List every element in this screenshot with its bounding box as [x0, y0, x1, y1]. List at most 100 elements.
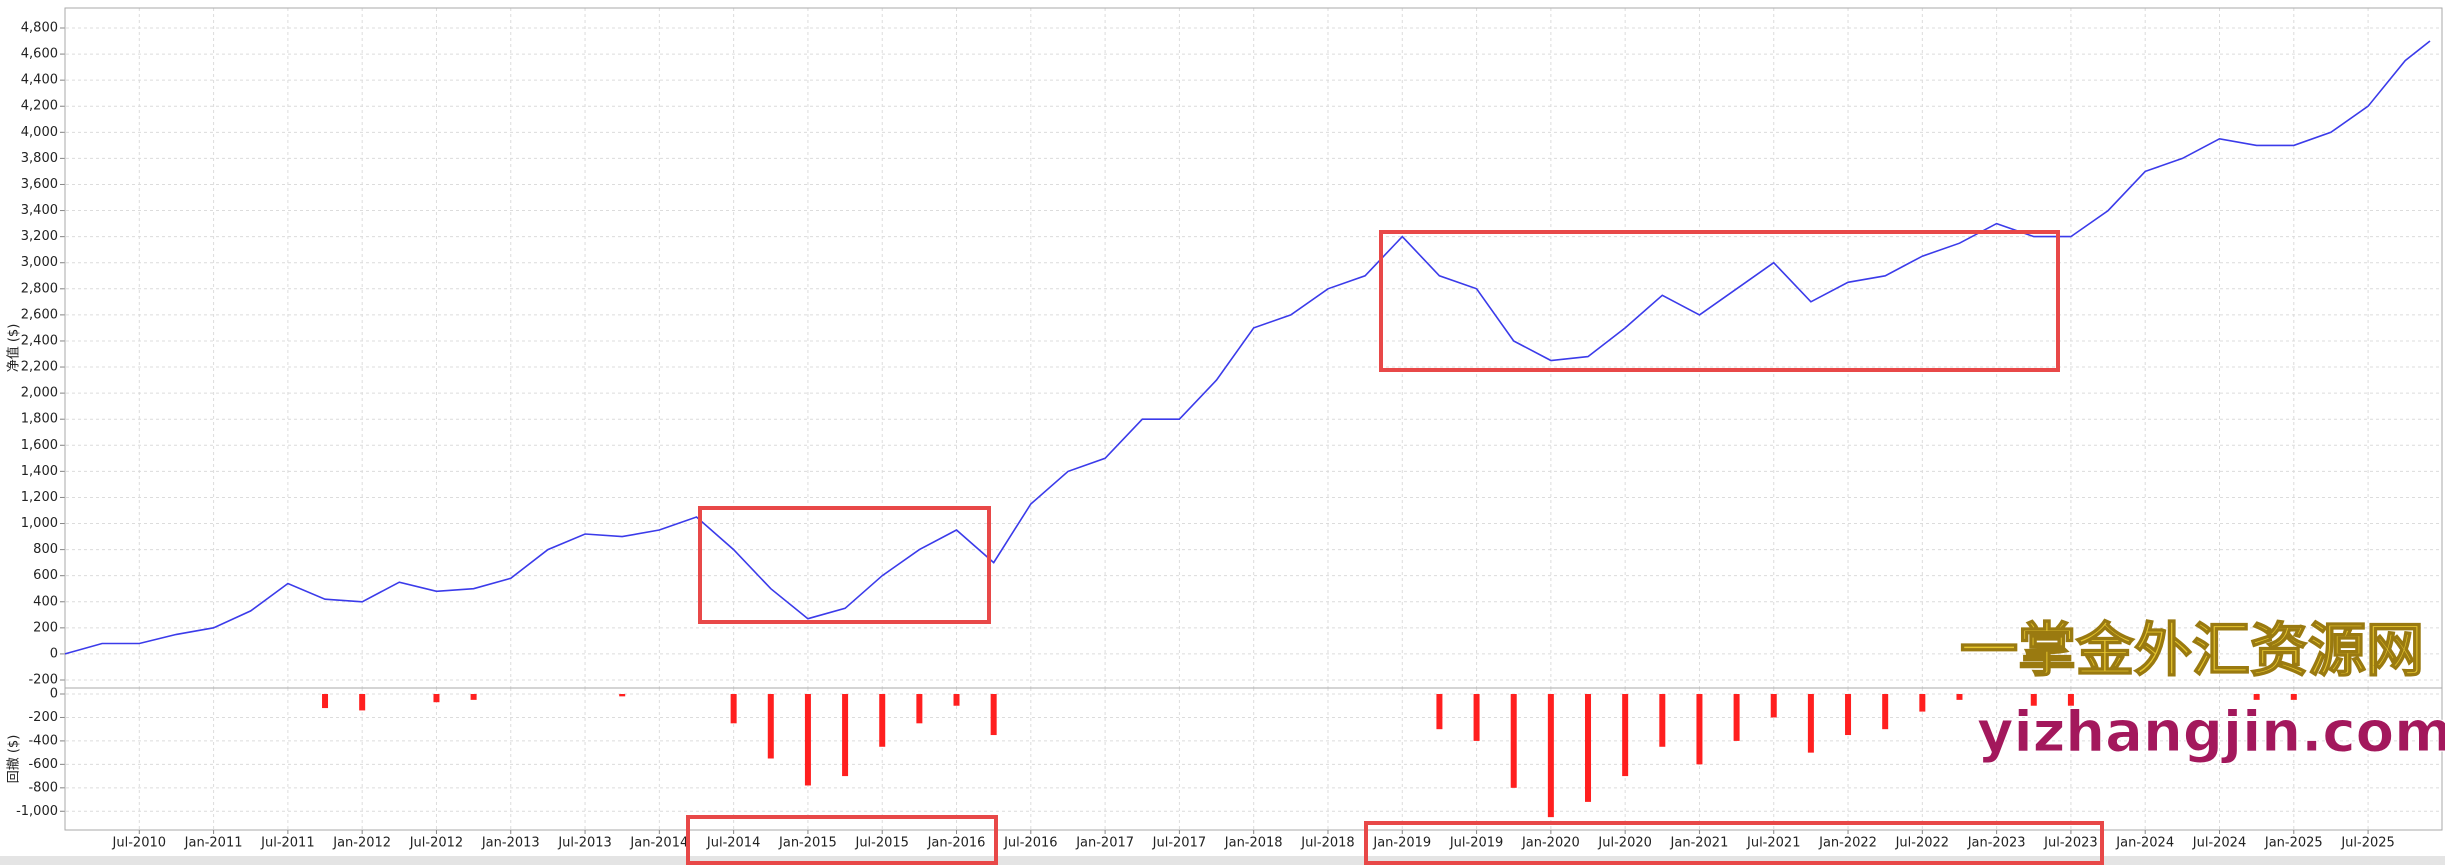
- drawdown-bar: [1436, 694, 1443, 730]
- drawdown-bar: [1956, 694, 1963, 700]
- x-tick-label: Jan-2024: [2115, 836, 2174, 851]
- equity-line: [64, 40, 2431, 655]
- y-tick-label: 3,800: [21, 151, 58, 166]
- drawdown-bar: [1807, 694, 1814, 753]
- x-tick-label: Jan-2023: [1967, 836, 2026, 851]
- y-tick-label: 3,000: [21, 255, 58, 270]
- x-tick-label: Jul-2018: [1300, 836, 1354, 851]
- y-tick-label: 1,400: [21, 464, 58, 479]
- drawdown-bar: [1659, 694, 1666, 747]
- y-axis-label: 回撤 ($): [6, 735, 22, 784]
- drawdown-bar: [1473, 694, 1480, 741]
- drawdown-bar: [953, 694, 960, 706]
- y-tick-label: 4,200: [21, 99, 58, 114]
- drawdown-bar: [1882, 694, 1889, 730]
- x-tick-label: Jul-2010: [112, 836, 166, 851]
- drawdown-bar: [1696, 694, 1703, 765]
- scroll-strip: [0, 856, 2445, 865]
- x-tick-label: Jan-2012: [332, 836, 391, 851]
- x-tick-label: Jul-2016: [1003, 836, 1057, 851]
- x-tick-label: Jul-2023: [2043, 836, 2097, 851]
- drawdown-bar: [1585, 694, 1592, 802]
- y-tick-label: 3,400: [21, 203, 58, 218]
- drawdown-bar: [804, 694, 811, 786]
- drawdown-bar: [730, 694, 737, 724]
- x-tick-label: Jul-2025: [2340, 836, 2394, 851]
- x-tick-label: Jul-2012: [409, 836, 463, 851]
- drawdown-bar: [879, 694, 886, 747]
- y-tick-label: 1,600: [21, 438, 58, 453]
- y-tick-label: -200: [28, 673, 58, 688]
- highlight-box: [1379, 230, 2060, 372]
- drawdown-bar: [1510, 694, 1517, 788]
- y-tick-label: 800: [33, 542, 58, 557]
- drawdown-bar: [1622, 694, 1629, 777]
- drawdown-bar: [2290, 694, 2297, 700]
- x-tick-label: Jan-2016: [927, 836, 986, 851]
- y-tick-label: -600: [28, 757, 58, 772]
- y-tick-label: 2,000: [21, 386, 58, 401]
- y-tick-label: 2,200: [21, 360, 58, 375]
- drawdown-bar: [990, 694, 997, 736]
- highlight-box: [686, 815, 998, 865]
- x-tick-label: Jan-2017: [1075, 836, 1134, 851]
- x-tick-label: Jan-2014: [629, 836, 688, 851]
- drawdown-bar: [2030, 694, 2037, 706]
- x-tick-label: Jul-2011: [260, 836, 314, 851]
- y-tick-label: 400: [33, 594, 58, 609]
- y-tick-label: 4,000: [21, 125, 58, 140]
- highlight-box: [698, 506, 991, 624]
- drawdown-bar: [1547, 694, 1554, 818]
- y-tick-label: 0: [50, 646, 58, 661]
- drawdown-bar: [1733, 694, 1740, 741]
- y-tick-label: 4,800: [21, 21, 58, 36]
- watermark-cn: 一掌金外汇资源网: [1960, 616, 2424, 684]
- y-tick-label: 0: [50, 687, 58, 702]
- x-tick-label: Jul-2020: [1597, 836, 1651, 851]
- drawdown-bar: [767, 694, 774, 759]
- drawdown-bar: [322, 694, 329, 709]
- y-tick-label: 3,600: [21, 177, 58, 192]
- drawdown-bar: [470, 694, 477, 700]
- drawdown-bar: [2253, 694, 2260, 700]
- y-tick-label: 2,600: [21, 307, 58, 322]
- x-tick-label: Jan-2011: [184, 836, 243, 851]
- y-tick-label: 4,400: [21, 73, 58, 88]
- highlight-box: [1364, 821, 2104, 865]
- y-tick-label: 1,800: [21, 412, 58, 427]
- x-tick-label: Jan-2013: [481, 836, 540, 851]
- drawdown-bar: [916, 694, 923, 724]
- drawdown-bar: [433, 694, 440, 703]
- drawdown-bar: [1770, 694, 1777, 718]
- y-tick-label: -1,000: [16, 804, 58, 819]
- x-tick-label: Jul-2013: [557, 836, 611, 851]
- watermark-url: yizhangjin.com: [1977, 700, 2445, 765]
- y-tick-label: 1,200: [21, 490, 58, 505]
- y-axis-label: 净值 ($): [6, 324, 22, 373]
- y-tick-label: 200: [33, 620, 58, 635]
- drawdown-bar: [1845, 694, 1852, 736]
- x-tick-label: Jan-2018: [1224, 836, 1283, 851]
- x-tick-label: Jan-2022: [1818, 836, 1877, 851]
- x-tick-label: Jul-2019: [1449, 836, 1503, 851]
- x-tick-label: Jan-2019: [1372, 836, 1431, 851]
- x-tick-label: Jul-2022: [1895, 836, 1949, 851]
- y-tick-label: -400: [28, 733, 58, 748]
- drawdown-bar: [619, 694, 626, 697]
- drawdown-bar: [359, 694, 366, 711]
- x-tick-label: Jul-2015: [854, 836, 908, 851]
- x-tick-label: Jul-2014: [706, 836, 760, 851]
- x-tick-label: Jul-2017: [1152, 836, 1206, 851]
- drawdown-bar: [842, 694, 849, 777]
- x-tick-label: Jul-2021: [1746, 836, 1800, 851]
- y-tick-label: 4,600: [21, 47, 58, 62]
- drawdown-bar: [2067, 694, 2074, 706]
- x-tick-label: Jan-2021: [1670, 836, 1729, 851]
- x-tick-label: Jan-2025: [2264, 836, 2323, 851]
- drawdown-bar: [1919, 694, 1926, 712]
- x-tick-label: Jul-2024: [2192, 836, 2246, 851]
- y-tick-label: -800: [28, 780, 58, 795]
- y-tick-label: 2,800: [21, 281, 58, 296]
- y-tick-label: 3,200: [21, 229, 58, 244]
